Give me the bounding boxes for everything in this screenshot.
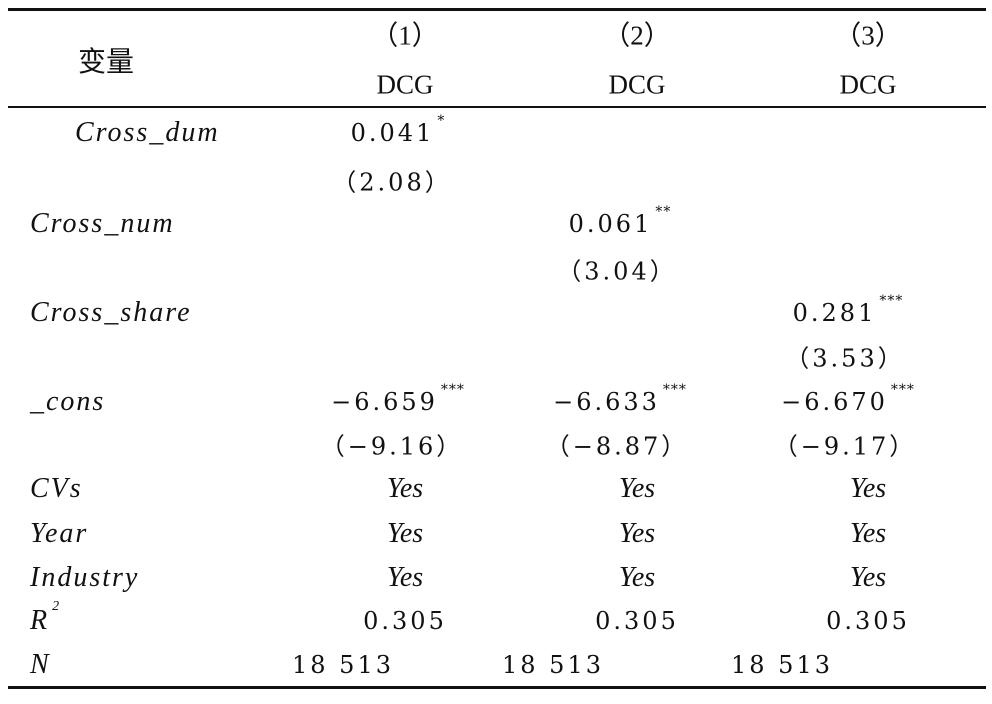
row-label: CVs xyxy=(30,473,83,505)
cell: 0.305 xyxy=(363,607,447,635)
cell: Yes xyxy=(618,562,656,593)
t-statistic: （3.04） xyxy=(557,257,677,286)
row-label: Cross_num xyxy=(30,208,175,240)
coef-cell: −6.659 *** xyxy=(331,382,465,416)
header-rule xyxy=(8,106,986,108)
coef-cell: −6.633 *** xyxy=(553,382,687,416)
row-label-text: CVs xyxy=(30,473,83,504)
coefficient: 0.281 xyxy=(792,299,877,327)
cell: 0.305 xyxy=(595,607,679,635)
cell: Yes xyxy=(849,473,887,504)
cell: Yes xyxy=(849,562,887,593)
column-name: DCG xyxy=(839,69,897,100)
row-label: Industry xyxy=(30,562,139,594)
row-label: _cons xyxy=(30,386,105,418)
row-label: Year xyxy=(30,518,88,550)
row-label: Cross_dum xyxy=(75,117,220,149)
column-number: （1） xyxy=(371,20,439,51)
cell: 18 513 xyxy=(502,651,604,679)
t-statistic: （3.53） xyxy=(785,344,905,373)
cell: Yes xyxy=(618,518,656,549)
coefficient: −6.659 xyxy=(331,388,438,416)
column-number: （2） xyxy=(603,20,671,51)
coef-cell: 0.041 * xyxy=(350,113,446,147)
bottom-rule xyxy=(8,686,986,689)
top-rule xyxy=(8,8,986,11)
coefficient: 0.061 xyxy=(568,210,653,238)
column-name: DCG xyxy=(608,69,666,100)
coef-cell: −6.670 *** xyxy=(781,382,915,416)
cell: 18 513 xyxy=(731,651,833,679)
coef-cell: 0.061 ** xyxy=(568,204,672,238)
row-label-text: Cross_share xyxy=(30,297,192,328)
row-label: N xyxy=(30,649,51,681)
t-statistic: （−8.87） xyxy=(545,432,689,461)
t-statistic: （−9.17） xyxy=(773,432,917,461)
cell: Yes xyxy=(386,562,424,593)
coefficient: −6.633 xyxy=(553,388,660,416)
column-number: （3） xyxy=(834,20,902,51)
cell: Yes xyxy=(618,473,656,504)
row-label-sup: 2 xyxy=(52,599,61,614)
significance-stars: *** xyxy=(879,293,904,309)
cell: Yes xyxy=(849,518,887,549)
coef-cell: 0.281 *** xyxy=(792,293,904,327)
column-name: DCG xyxy=(376,69,434,100)
t-statistic: （2.08） xyxy=(332,168,452,197)
significance-stars: *** xyxy=(890,382,915,398)
row-label-text: Cross_dum xyxy=(75,117,220,148)
variable-header: 变量 xyxy=(77,47,135,78)
significance-stars: *** xyxy=(662,382,687,398)
significance-stars: ** xyxy=(655,204,672,220)
cell: 0.305 xyxy=(826,607,910,635)
t-statistic: （−9.16） xyxy=(320,432,464,461)
row-label: Cross_share xyxy=(30,297,192,329)
row-label-text: R xyxy=(30,605,50,636)
coefficient: −6.670 xyxy=(781,388,888,416)
cell: 18 513 xyxy=(292,651,394,679)
significance-stars: * xyxy=(437,113,446,129)
cell: Yes xyxy=(386,518,424,549)
row-label-text: _cons xyxy=(30,386,106,417)
coefficient: 0.041 xyxy=(350,119,435,147)
row-label-text: Year xyxy=(30,518,89,549)
cell: Yes xyxy=(386,473,424,504)
row-label-text: Industry xyxy=(30,562,140,593)
significance-stars: *** xyxy=(440,382,465,398)
row-label-text: N xyxy=(30,649,51,680)
row-label-text: Cross_num xyxy=(30,208,175,239)
